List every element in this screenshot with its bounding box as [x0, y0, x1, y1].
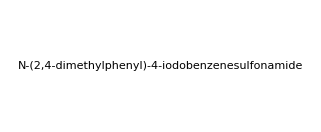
- Text: N-(2,4-dimethylphenyl)-4-iodobenzenesulfonamide: N-(2,4-dimethylphenyl)-4-iodobenzenesulf…: [18, 61, 303, 71]
